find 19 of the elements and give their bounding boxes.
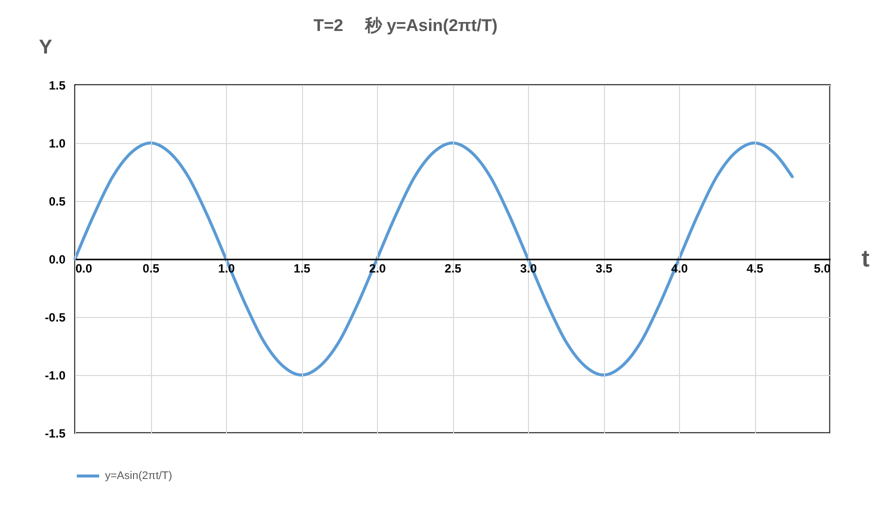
x-axis-title: t [862,246,870,272]
y-tick-label: 1.5 [48,78,66,92]
y-tick-label: -0.5 [44,310,66,324]
y-tick-label: 0.0 [48,252,66,266]
y-tick-label: 0.5 [48,194,66,208]
y-tick-label: -1.5 [44,426,66,440]
x-tick-label: 0.5 [142,262,160,276]
y-axis-title: Y [38,36,53,58]
y-tick-label: -1.0 [44,368,66,382]
x-tick-label: 1.5 [294,262,311,276]
x-tick-label: 3.5 [596,262,613,276]
line-series [74,142,794,376]
x-tick-label: 0.0 [76,262,93,276]
x-tick-label: 5.0 [814,262,831,276]
legend-label: y=Asin(2πt/T) [105,470,172,482]
x-tick-label: 2.5 [444,262,462,276]
chart-title: T=2 秒 y=Asin(2πt/T) [314,16,498,35]
x-tick-label: 4.5 [746,262,764,276]
y-tick-label: 1.0 [48,136,66,150]
